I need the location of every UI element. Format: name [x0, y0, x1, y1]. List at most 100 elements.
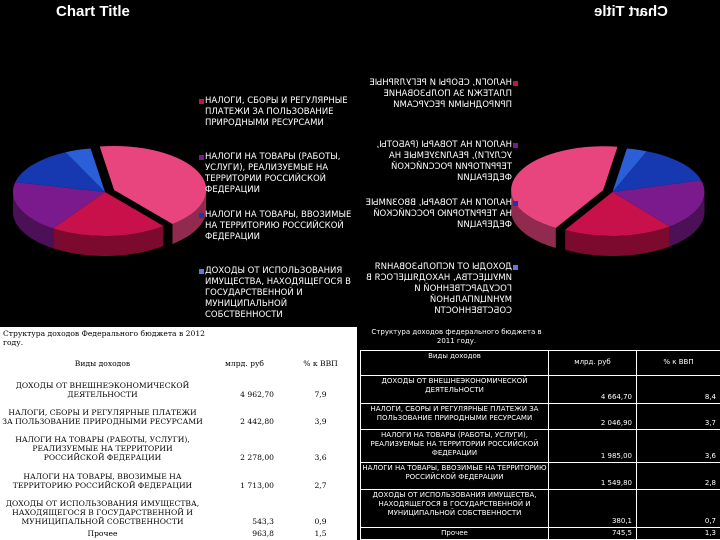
table-row: ДОХОДЫ ОТ ИСПОЛЬЗОВАНИЯ ИМУЩЕСТВА, НАХОД… [0, 491, 358, 528]
table-row: НАЛОГИ НА ТОВАРЫ, ВВОЗИМЫЕ НА ТЕРРИТОРИЮ… [360, 461, 720, 490]
cell-value: 2 046,90 [548, 402, 637, 430]
header-cell: млрд. руб [548, 349, 637, 376]
cell-label: НАЛОГИ НА ТОВАРЫ (РАБОТЫ, УСЛУГИ), РЕАЛИ… [0, 427, 205, 464]
legend-label: НАЛОГИ НА ТОВАРЫ (РАБОТЫ, УСЛУГИ), РЕАЛИ… [376, 140, 512, 183]
cell-label: Прочее [0, 527, 205, 540]
cell-label: НАЛОГИ НА ТОВАРЫ (РАБОТЫ, УСЛУГИ), РЕАЛИ… [360, 428, 549, 463]
legend-swatch [199, 99, 204, 104]
table-2012-caption: Структура доходов Федерального бюджета в… [0, 327, 358, 351]
table-row: Прочее 745,5 1,3 [360, 526, 720, 540]
cell-percent: 3,6 [283, 427, 358, 464]
cell-percent: 0,9 [283, 491, 358, 528]
cell-value: 1 713,00 [204, 463, 285, 492]
cell-label: ДОХОДЫ ОТ ИСПОЛЬЗОВАНИЯ ИМУЩЕСТВА, НАХОД… [0, 491, 205, 528]
cell-value: 1 549,80 [548, 461, 637, 490]
table-row: ДОХОДЫ ОТ ИСПОЛЬЗОВАНИЯ ИМУЩЕСТВА, НАХОД… [360, 488, 720, 528]
header-cell: млрд. руб [204, 350, 285, 376]
legend-swatch [199, 269, 204, 274]
cell-percent: 7,9 [283, 375, 358, 401]
legend-swatch [199, 155, 204, 160]
pie-slice [612, 180, 705, 227]
cell-percent: 3,6 [636, 428, 720, 463]
table-2011: Структура доходов федерального бюджета в… [360, 327, 720, 540]
header-cell: Виды доходов [0, 350, 205, 376]
table-row: НАЛОГИ НА ТОВАРЫ (РАБОТЫ, УСЛУГИ), РЕАЛИ… [0, 427, 358, 464]
table-header-row: Виды доходов млрд. руб % к ВВП [360, 349, 720, 376]
pie-slice-side [13, 192, 54, 249]
cell-percent: 2,7 [283, 463, 358, 492]
table-2011-caption: Структура доходов федерального бюджета в… [360, 327, 720, 350]
cell-percent: 3,9 [283, 400, 358, 428]
table-row: Прочее 963,8 1,5 [0, 527, 358, 540]
legend-label: НАЛОГИ, СБОРЫ И РЕГУЛЯРНЫЕ ПЛАТЕЖИ ЗА ПО… [369, 78, 512, 110]
pie-slice-side [669, 192, 705, 247]
cell-label: ДОХОДЫ ОТ ВНЕШНЕЭКОНОМИЧЕСКОЙ ДЕЯТЕЛЬНОС… [0, 375, 205, 401]
cell-value: 4 664,70 [548, 374, 637, 404]
legend-label: ДОХОДЫ ОТ ИСПОЛЬЗОВАНИЯ ИМУЩЕСТВА, НАХОД… [205, 266, 351, 320]
table-row: НАЛОГИ НА ТОВАРЫ, ВВОЗИМЫЕ НА ТЕРРИТОРИЮ… [0, 463, 358, 492]
cell-percent: 3,7 [636, 402, 720, 430]
cell-label: НАЛОГИ, СБОРЫ И РЕГУЛЯРНЫЕ ПЛАТЕЖИ ЗА ПО… [0, 400, 205, 428]
pie-slice [565, 192, 670, 236]
left-chart-title: Chart Title [56, 3, 130, 20]
cell-value: 2 278,00 [204, 427, 285, 464]
pie-slice [15, 152, 105, 192]
table-row: ДОХОДЫ ОТ ВНЕШНЕЭКОНОМИЧЕСКОЙ ДЕЯТЕЛЬНОС… [0, 375, 358, 401]
right-pie-chart [511, 146, 705, 256]
cell-value: 4 962,70 [204, 375, 285, 401]
cell-value: 380,1 [548, 488, 637, 528]
pie-slice [612, 151, 702, 192]
cell-label: НАЛОГИ НА ТОВАРЫ, ВВОЗИМЫЕ НА ТЕРРИТОРИЮ… [360, 461, 549, 490]
cell-value: 1 985,00 [548, 428, 637, 463]
left-legend-item: НАЛОГИ НА ТОВАРЫ (РАБОТЫ, УСЛУГИ), РЕАЛИ… [199, 152, 355, 196]
cell-label: Прочее [360, 526, 549, 540]
left-pie-chart [12, 145, 207, 256]
legend-swatch [513, 143, 518, 148]
header-cell: % к ВВП [636, 349, 720, 376]
pie-slice [65, 148, 105, 192]
header-cell: Виды доходов [360, 349, 549, 376]
pie-slice-side [172, 190, 207, 244]
legend-swatch [513, 81, 518, 86]
cell-percent: 8,4 [636, 374, 720, 404]
pie-slice [511, 146, 618, 228]
cell-percent: 1,5 [283, 527, 358, 540]
cell-percent: 1,3 [636, 526, 720, 540]
legend-swatch [513, 201, 518, 206]
left-legend-item: НАЛОГИ НА ТОВАРЫ, ВВОЗИМЫЕ НА ТЕРРИТОРИЮ… [199, 210, 355, 243]
right-legend-item: НАЛОГИ, СБОРЫ И РЕГУЛЯРНЫЕ ПЛАТЕЖИ ЗА ПО… [362, 78, 518, 111]
right-legend-item: ДОХОДЫ ОТ ИСПОЛЬЗОВАНИЯ ИМУЩЕСТВА, НАХОД… [362, 262, 518, 317]
cell-value: 745,5 [548, 526, 637, 540]
legend-label: ДОХОДЫ ОТ ИСПОЛЬЗОВАНИЯ ИМУЩЕСТВА, НАХОД… [366, 262, 512, 316]
table-row: НАЛОГИ НА ТОВАРЫ (РАБОТЫ, УСЛУГИ), РЕАЛИ… [360, 428, 720, 463]
legend-label: НАЛОГИ НА ТОВАРЫ (РАБОТЫ, УСЛУГИ), РЕАЛИ… [205, 152, 341, 195]
table-header-row: Виды доходов млрд. руб % к ВВП [0, 350, 358, 376]
pie-slice [99, 145, 207, 224]
table-row: НАЛОГИ, СБОРЫ И РЕГУЛЯРНЫЕ ПЛАТЕЖИ ЗА ПО… [360, 402, 720, 430]
cell-label: НАЛОГИ НА ТОВАРЫ, ВВОЗИМЫЕ НА ТЕРРИТОРИЮ… [0, 463, 205, 492]
left-legend-item: ДОХОДЫ ОТ ИСПОЛЬЗОВАНИЯ ИМУЩЕСТВА, НАХОД… [199, 266, 355, 321]
cell-percent: 2,8 [636, 461, 720, 490]
cell-label: ДОХОДЫ ОТ ИСПОЛЬЗОВАНИЯ ИМУЩЕСТВА, НАХОД… [360, 488, 549, 528]
pie-slice [12, 182, 105, 229]
cell-percent: 0,7 [636, 488, 720, 528]
table-row: ДОХОДЫ ОТ ВНЕШНЕЭКОНОМИЧЕСКОЙ ДЕЯТЕЛЬНОС… [360, 374, 720, 404]
legend-swatch [199, 213, 204, 218]
legend-label: НАЛОГИ НА ТОВАРЫ, ВВОЗИМЫЕ НА ТЕРРИТОРИЮ… [365, 198, 512, 230]
right-legend-item: НАЛОГИ НА ТОВАРЫ, ВВОЗИМЫЕ НА ТЕРРИТОРИЮ… [362, 198, 518, 231]
cell-label: НАЛОГИ, СБОРЫ И РЕГУЛЯРНЫЕ ПЛАТЕЖИ ЗА ПО… [360, 402, 549, 430]
pie-slice-side [53, 226, 164, 256]
header-cell: % к ВВП [283, 350, 358, 376]
right-chart-title: Chart Title [594, 3, 668, 20]
right-legend-item: НАЛОГИ НА ТОВАРЫ (РАБОТЫ, УСЛУГИ), РЕАЛИ… [362, 140, 518, 184]
pie-slice [53, 192, 164, 237]
cell-value: 543,3 [204, 491, 285, 528]
table-row: НАЛОГИ, СБОРЫ И РЕГУЛЯРНЫЕ ПЛАТЕЖИ ЗА ПО… [0, 400, 358, 428]
table-2012: Структура доходов Федерального бюджета в… [0, 327, 358, 540]
left-legend-item: НАЛОГИ, СБОРЫ И РЕГУЛЯРНЫЕ ПЛАТЕЖИ ЗА ПО… [199, 96, 355, 129]
cell-value: 2 442,80 [204, 400, 285, 428]
cell-label: ДОХОДЫ ОТ ВНЕШНЕЭКОНОМИЧЕСКОЙ ДЕЯТЕЛЬНОС… [360, 374, 549, 404]
pie-slice-side [565, 226, 670, 256]
legend-label: НАЛОГИ, СБОРЫ И РЕГУЛЯРНЫЕ ПЛАТЕЖИ ЗА ПО… [205, 96, 348, 128]
legend-label: НАЛОГИ НА ТОВАРЫ, ВВОЗИМЫЕ НА ТЕРРИТОРИЮ… [205, 210, 352, 242]
